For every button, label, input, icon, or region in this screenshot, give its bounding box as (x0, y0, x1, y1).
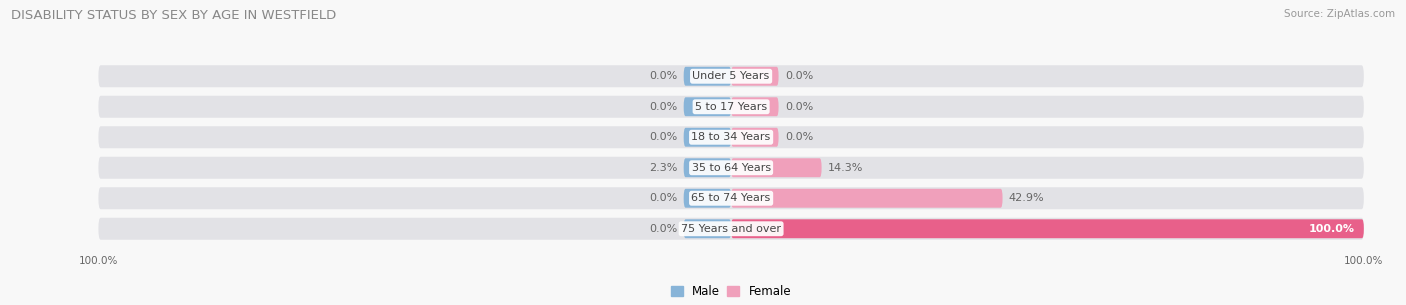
Text: Under 5 Years: Under 5 Years (693, 71, 769, 81)
Text: 14.3%: 14.3% (828, 163, 863, 173)
Text: 0.0%: 0.0% (785, 132, 813, 142)
Legend: Male, Female: Male, Female (666, 280, 796, 303)
Text: 0.0%: 0.0% (650, 132, 678, 142)
FancyBboxPatch shape (731, 67, 779, 86)
FancyBboxPatch shape (683, 128, 731, 147)
Text: 0.0%: 0.0% (785, 71, 813, 81)
Text: 0.0%: 0.0% (650, 71, 678, 81)
FancyBboxPatch shape (731, 128, 779, 147)
FancyBboxPatch shape (683, 97, 731, 116)
Text: 100.0%: 100.0% (1309, 224, 1354, 234)
FancyBboxPatch shape (98, 187, 1364, 209)
FancyBboxPatch shape (98, 157, 1364, 179)
FancyBboxPatch shape (98, 218, 1364, 240)
Text: 42.9%: 42.9% (1010, 193, 1045, 203)
Text: 5 to 17 Years: 5 to 17 Years (695, 102, 768, 112)
Text: 0.0%: 0.0% (785, 102, 813, 112)
FancyBboxPatch shape (98, 65, 1364, 87)
Text: 18 to 34 Years: 18 to 34 Years (692, 132, 770, 142)
FancyBboxPatch shape (683, 158, 731, 177)
Text: 65 to 74 Years: 65 to 74 Years (692, 193, 770, 203)
Text: 0.0%: 0.0% (650, 193, 678, 203)
Text: Source: ZipAtlas.com: Source: ZipAtlas.com (1284, 9, 1395, 19)
FancyBboxPatch shape (98, 126, 1364, 148)
Text: 2.3%: 2.3% (650, 163, 678, 173)
Text: DISABILITY STATUS BY SEX BY AGE IN WESTFIELD: DISABILITY STATUS BY SEX BY AGE IN WESTF… (11, 9, 336, 22)
FancyBboxPatch shape (683, 219, 731, 238)
Text: 75 Years and over: 75 Years and over (681, 224, 782, 234)
FancyBboxPatch shape (731, 189, 1002, 208)
FancyBboxPatch shape (683, 67, 731, 86)
FancyBboxPatch shape (731, 219, 1364, 238)
FancyBboxPatch shape (98, 96, 1364, 118)
Text: 0.0%: 0.0% (650, 102, 678, 112)
FancyBboxPatch shape (683, 189, 731, 208)
FancyBboxPatch shape (731, 97, 779, 116)
Text: 35 to 64 Years: 35 to 64 Years (692, 163, 770, 173)
FancyBboxPatch shape (731, 158, 821, 177)
Text: 0.0%: 0.0% (650, 224, 678, 234)
